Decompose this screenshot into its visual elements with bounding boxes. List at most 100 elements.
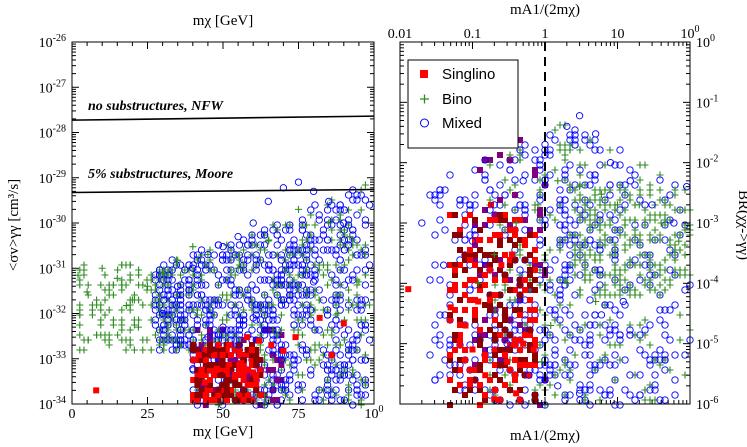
texture-mixed <box>357 306 365 314</box>
texture-bino <box>311 221 319 229</box>
texture-bino <box>636 236 644 244</box>
texture-mixed <box>536 371 544 379</box>
texture-mixed <box>426 351 434 359</box>
texture-bino <box>311 361 319 369</box>
texture-singlino <box>532 287 538 293</box>
texture-mixed <box>286 291 294 299</box>
texture-singlino <box>447 212 453 218</box>
texture-singlino <box>190 377 197 383</box>
texture-singlino <box>457 367 463 373</box>
texture-bino <box>336 266 344 274</box>
texture-bino <box>319 331 327 339</box>
texture-mixed <box>265 266 273 274</box>
texture-singlino <box>492 387 498 393</box>
texture-mixed <box>311 391 319 399</box>
texture-bino <box>298 386 306 394</box>
texture-singlino <box>532 277 538 283</box>
texture-mixed <box>671 351 679 359</box>
texture-bino <box>656 281 664 289</box>
texture-singlino <box>472 377 478 383</box>
texture-mixed <box>631 171 639 179</box>
texture-mixed <box>315 256 323 264</box>
texture-mixed <box>336 256 344 264</box>
texture-mixed <box>168 286 176 294</box>
texture-bino <box>511 181 519 189</box>
texture-bino <box>193 256 201 264</box>
legend: Singlino Bino Mixed <box>407 59 519 149</box>
texture-singlino <box>497 212 503 218</box>
texture-mixed <box>315 216 323 224</box>
texture-bino <box>80 261 88 269</box>
texture-singlino <box>236 367 243 373</box>
texture-mixed <box>616 311 624 319</box>
texture-mixed <box>546 361 554 369</box>
texture-singlino <box>240 377 247 383</box>
texture-mixed <box>641 326 649 334</box>
texture-bino <box>636 271 644 279</box>
texture-overlap <box>207 327 213 333</box>
data-point-singlino <box>340 320 347 327</box>
texture-overlap <box>278 332 285 338</box>
texture-mixed <box>591 366 599 374</box>
texture-overlap <box>482 332 488 338</box>
texture-bino <box>223 276 231 284</box>
texture-bino <box>576 171 584 179</box>
texture-mixed <box>551 306 559 314</box>
texture-overlap <box>261 327 268 333</box>
texture-singlino <box>492 332 498 338</box>
texture-mixed <box>176 296 185 304</box>
texture-singlino <box>517 367 523 373</box>
texture-singlino <box>477 362 483 368</box>
texture-bino <box>611 376 619 384</box>
texture-mixed <box>571 221 579 229</box>
texture-bino <box>223 296 231 304</box>
texture-bino <box>349 366 357 374</box>
texture-mixed <box>227 246 235 254</box>
texture-mixed <box>551 336 559 344</box>
texture-mixed <box>281 376 290 384</box>
texture-overlap <box>532 172 538 178</box>
texture-singlino <box>477 367 483 373</box>
texture-bino <box>189 306 197 314</box>
texture-bino <box>324 376 332 384</box>
annotation-nfw: no substructures, NFW <box>88 99 225 114</box>
texture-mixed <box>290 241 298 249</box>
texture-bino <box>566 231 574 239</box>
texture-overlap <box>497 152 503 158</box>
texture-singlino <box>477 402 483 408</box>
texture-bino <box>147 301 155 309</box>
texture-singlino <box>532 232 538 238</box>
texture-bino <box>282 356 290 364</box>
texture-singlino <box>482 392 488 398</box>
texture-singlino <box>190 357 197 363</box>
texture-bino <box>240 291 248 299</box>
texture-bino <box>340 336 348 344</box>
texture-mixed <box>223 251 231 259</box>
texture-mixed <box>328 296 336 304</box>
texture-bino <box>656 261 664 269</box>
texture-bino <box>282 256 290 264</box>
data-point-bino <box>576 183 584 191</box>
texture-bino <box>172 261 180 269</box>
texture-bino <box>109 321 117 329</box>
texture-bino <box>546 211 554 219</box>
texture-singlino <box>457 322 463 328</box>
texture-singlino <box>194 347 201 353</box>
texture-mixed <box>290 306 298 314</box>
texture-bino <box>596 186 604 194</box>
texture-bino <box>636 336 644 344</box>
texture-mixed <box>466 231 474 239</box>
texture-singlino <box>253 387 260 393</box>
texture-bino <box>101 286 109 294</box>
texture-mixed <box>298 346 307 354</box>
texture-singlino <box>482 352 488 358</box>
texture-bino <box>656 361 664 369</box>
texture-mixed <box>349 341 357 349</box>
texture-mixed <box>626 166 634 174</box>
texture-mixed <box>214 301 223 309</box>
texture-overlap <box>253 337 260 343</box>
texture-bino <box>177 316 185 324</box>
texture-bino <box>656 291 664 299</box>
texture-singlino <box>517 237 523 243</box>
texture-bino <box>282 391 290 399</box>
